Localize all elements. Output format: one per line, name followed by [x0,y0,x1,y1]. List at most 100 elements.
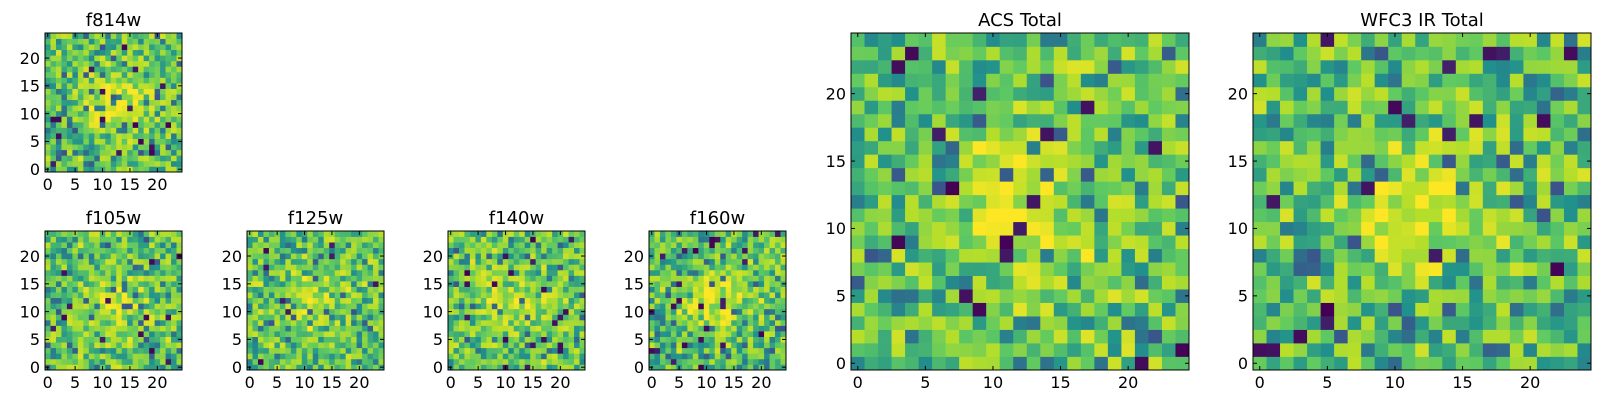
heatmap-cell [1053,194,1068,209]
heatmap-cell [116,116,123,123]
heatmap-cell [753,286,759,293]
heatmap-cell [1469,86,1484,101]
heatmap-cell [345,358,352,365]
heatmap-cell [367,358,374,365]
heatmap-cell [714,242,721,249]
heatmap-cell [1415,329,1430,344]
heatmap-cell [1536,194,1551,209]
heatmap-cell [1496,100,1511,115]
heatmap-cell [318,281,325,287]
heatmap-cell [524,242,531,249]
heatmap-cell [918,73,933,88]
heatmap-cell [83,242,90,249]
heatmap-cell [568,364,575,371]
heatmap-cell [116,38,123,45]
heatmap-cell [972,100,987,115]
heatmap-cell [758,236,765,243]
heatmap-cell [731,281,738,287]
heatmap-cell [312,292,319,299]
heatmap-cell [149,253,155,260]
plot-frame [648,230,787,371]
heatmap-cell [323,336,330,343]
heatmap-cell [448,242,454,249]
heatmap-cell [764,314,770,321]
heatmap-cell [154,38,161,45]
heatmap-cell [61,303,68,310]
heatmap-cell [1496,329,1511,344]
heatmap-cell [649,247,655,254]
heatmap-cell [268,336,275,343]
heatmap-cell [1320,329,1335,344]
heatmap-cell [714,358,721,365]
heatmap-cell [714,336,721,343]
heatmap-cell [524,358,531,365]
heatmap-cell [165,303,172,310]
heatmap-cell [312,242,319,249]
heatmap-cell [579,275,586,282]
heatmap-cell [257,325,264,332]
heatmap-cell [45,116,51,123]
heatmap-cell [45,292,51,299]
heatmap-cell [66,364,73,371]
heatmap-cell [753,297,759,304]
heatmap-cell [116,353,123,360]
heatmap-cell [121,116,128,123]
heatmap-cell [138,364,144,371]
heatmap-cell [301,325,308,332]
heatmap-cell [329,281,336,287]
heatmap-cell [458,242,465,249]
heatmap-cell [780,303,787,310]
heatmap-cell [1053,33,1068,47]
heatmap-cell [986,73,1001,88]
heatmap-cell [681,364,688,371]
heatmap-cell [307,264,314,271]
heatmap-cell [1550,181,1565,196]
heatmap-cell [714,236,721,243]
heatmap-cell [731,253,738,260]
heatmap-cell [165,166,172,173]
heatmap-cell [568,286,575,293]
heatmap-cell [1040,302,1055,317]
heatmap-cell [274,347,281,354]
heatmap-cell [731,286,738,293]
heatmap-cell [318,269,325,276]
heatmap-cell [1293,262,1308,276]
heatmap-cell [1107,248,1122,263]
heatmap-cell [1415,167,1430,182]
heatmap-cell [1388,73,1403,88]
heatmap-cell [736,275,743,282]
heatmap-cell [753,314,759,321]
heatmap-cell [502,308,509,315]
heatmap-cell [698,347,705,354]
heatmap-cell [769,308,776,315]
heatmap-cell [725,358,732,365]
heatmap-cell [72,144,79,151]
heatmap-cell [725,347,732,354]
heatmap-cell [83,314,90,321]
heatmap-cell [736,303,743,310]
heatmap-cell [1577,316,1592,330]
heatmap-cell [1094,154,1109,169]
heatmap-cell [1442,343,1457,357]
heatmap-cell [1107,113,1122,128]
heatmap-cell [1523,221,1538,236]
heatmap-cell [753,242,759,249]
heatmap-cell [1080,86,1095,101]
heatmap-cell [864,140,879,155]
y-tick-label: 5 [634,330,644,349]
heatmap-cell [1121,59,1136,74]
heatmap-cell [775,308,781,315]
heatmap-cell [88,264,95,271]
heatmap-cell [469,253,476,260]
heatmap-cell [475,236,482,243]
heatmap-cell [176,292,183,299]
heatmap-cell [45,99,51,106]
heatmap-cell [1293,194,1308,209]
heatmap-cell [116,281,123,287]
heatmap-cell [703,258,710,265]
heatmap-cell [1388,275,1403,290]
heatmap-cell [1266,262,1281,276]
heatmap-cell [1266,275,1281,290]
heatmap-cell [1161,140,1176,155]
heatmap-cell [780,358,787,365]
